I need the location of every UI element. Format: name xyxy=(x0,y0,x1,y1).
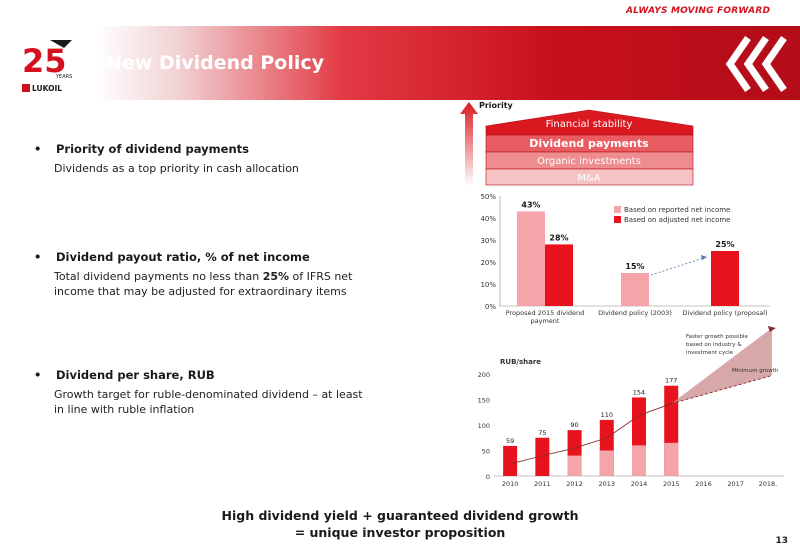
bullet-payout-ratio: • Dividend payout ratio, % of net income … xyxy=(34,250,374,300)
bullet-dividend-per-share: • Dividend per share, RUB Growth target f… xyxy=(34,368,374,418)
footer-message: High dividend yield + guaranteed dividen… xyxy=(0,508,800,542)
bar xyxy=(535,437,550,476)
dividend-per-share-chart: RUB/share 0 50 100 150 200 2010 59 2011 75 2012 90 2… xyxy=(478,326,784,488)
y-tick-label: 0 xyxy=(486,473,490,481)
footer-line-2: = unique investor proposition xyxy=(294,524,506,540)
priority-label: Priority xyxy=(479,101,514,110)
x-tick-label: 2013 xyxy=(599,480,616,488)
x-tick-label: 2015 xyxy=(663,480,680,488)
data-label: 28% xyxy=(549,233,568,242)
data-label: 177 xyxy=(665,377,677,385)
comparison-arrow-head-icon xyxy=(701,255,707,260)
priority-pyramid: Priority Financial stability Dividend pa… xyxy=(460,101,694,186)
bar-lower-segment xyxy=(567,455,582,476)
y-tick-label: 20% xyxy=(480,259,496,267)
pyramid-text-0: Financial stability xyxy=(546,119,633,130)
y-tick-label: 150 xyxy=(478,397,490,405)
x-tick-label: payment xyxy=(531,317,560,325)
legend-label: Based on reported net income xyxy=(624,206,730,214)
logo-number: 25 xyxy=(22,42,67,80)
bar xyxy=(711,251,739,306)
data-label: 90 xyxy=(570,421,578,429)
x-tick-label: 2014 xyxy=(631,480,648,488)
comparison-arrow xyxy=(650,256,708,276)
page-title: New Dividend Policy xyxy=(106,52,325,74)
y-tick-label: 200 xyxy=(478,371,490,379)
annotation-faster-growth: Faster growth possible xyxy=(686,334,748,340)
pyramid-level-ma xyxy=(485,168,694,186)
data-label: 43% xyxy=(521,200,540,209)
trend-line xyxy=(510,403,672,465)
bullet-text: Total dividend payments no less than 25%… xyxy=(54,270,353,299)
x-tick-label: 2018. xyxy=(759,480,778,488)
minimum-growth-line xyxy=(671,375,773,405)
x-tick-label: 2011 xyxy=(534,480,551,488)
logo-years: YEARS xyxy=(55,74,72,80)
legend-swatch xyxy=(614,206,621,213)
bar xyxy=(503,445,518,476)
y-tick-label: 40% xyxy=(480,215,496,223)
y-tick-label: 10% xyxy=(480,281,496,289)
growth-arrow-head-icon xyxy=(767,326,776,332)
page-number: 13 xyxy=(775,536,788,546)
bullet-heading: Dividend per share, RUB xyxy=(56,368,215,382)
x-tick-label: 2017 xyxy=(727,480,744,488)
annotation-minimum-growth: Minimum growth xyxy=(732,368,779,374)
chevrons-icon xyxy=(725,36,787,92)
y-axis-label: RUB/share xyxy=(500,358,541,366)
bullet-text: Growth target for ruble-denominated divi… xyxy=(54,388,363,417)
data-label: 75 xyxy=(538,429,546,437)
bullet-dividend-priority: • Priority of dividend payments Dividends… xyxy=(34,142,374,176)
footer-line-1: High dividend yield + guaranteed dividen… xyxy=(221,508,579,523)
legend-swatch xyxy=(614,216,621,223)
pyramid-level-financial-stability xyxy=(485,109,694,136)
tagline: ALWAYS MOVING FORWARD xyxy=(626,6,771,16)
x-tick-label: 2012 xyxy=(566,480,583,488)
pyramid-text-2: Organic investments xyxy=(537,156,641,167)
x-tick-label: 2010 xyxy=(502,480,519,488)
x-tick-label: Proposed 2015 dividend xyxy=(506,309,585,317)
priority-arrow-icon xyxy=(460,102,478,186)
x-tick-label: 2016 xyxy=(695,480,712,488)
bar xyxy=(517,211,545,306)
y-tick-label: 30% xyxy=(480,237,496,245)
annotation-faster-growth: investment cycle xyxy=(686,350,734,356)
bar-lower-segment xyxy=(599,450,614,476)
x-tick-label: Dividend policy (2003) xyxy=(598,309,672,317)
data-label: 154 xyxy=(633,388,645,396)
data-label: 59 xyxy=(506,437,514,445)
annotation-faster-growth: based on industry & xyxy=(686,342,742,348)
pyramid-text-1: Dividend payments xyxy=(529,137,649,150)
data-label: 110 xyxy=(601,411,613,419)
y-tick-label: 100 xyxy=(478,422,490,430)
y-tick-label: 50 xyxy=(482,448,490,456)
payout-ratio-chart: 0% 10% 20% 30% 40% 50% Proposed 2015 dividendp… xyxy=(480,193,770,325)
x-tick-label: Dividend policy (proposal) xyxy=(682,309,767,317)
data-label: 25% xyxy=(715,240,734,249)
data-label: 15% xyxy=(625,262,644,271)
logo-text: LUKOIL xyxy=(32,84,62,93)
bar xyxy=(621,273,649,306)
bullet-heading: Dividend payout ratio, % of net income xyxy=(56,250,310,264)
header-band xyxy=(96,26,800,100)
legend-label: Based on adjusted net income xyxy=(624,216,731,224)
pyramid-text-3: M&A xyxy=(577,173,600,184)
y-tick-label: 50% xyxy=(480,193,496,201)
y-tick-label: 0% xyxy=(485,303,496,311)
bar xyxy=(545,244,573,306)
bar-lower-segment xyxy=(632,445,646,476)
lukoil-25-years-logo: 25 YEARS LUKOIL xyxy=(22,40,72,93)
bullet-heading: Priority of dividend payments xyxy=(56,142,249,156)
bullet-text: Dividends as a top priority in cash allo… xyxy=(54,162,299,175)
bar-lower-segment xyxy=(664,442,679,476)
